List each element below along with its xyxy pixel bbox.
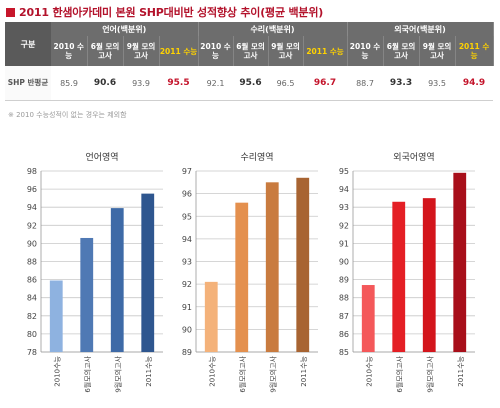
- y-tick-label: 94: [27, 203, 37, 212]
- y-tick-label: 91: [182, 303, 192, 312]
- table-cell: 90.6: [87, 66, 123, 101]
- chart-title: 외국어영역: [393, 151, 434, 163]
- bar: [49, 280, 63, 352]
- chart-language: 언어영역 78 80 82 84 86 88 90 92 94 96 98 2010수능 6월모의고사 9월…: [15, 150, 175, 408]
- x-tick-label: 2011수능: [300, 355, 308, 386]
- x-tick-label: 6월모의고사: [238, 355, 247, 392]
- subheader: 9월 모의 고사: [268, 36, 304, 66]
- y-tick-label: 93: [182, 258, 192, 267]
- y-tick-label: 82: [27, 312, 37, 321]
- x-tick-label: 2011수능: [457, 355, 465, 386]
- subheader: 9월 모의 고사: [123, 36, 160, 66]
- row-label: SHP 반평균: [5, 66, 51, 101]
- y-tick-label: 86: [27, 276, 37, 285]
- bar: [265, 182, 279, 352]
- table-corner-header: 구분: [5, 22, 51, 66]
- y-tick-label: 95: [339, 167, 349, 176]
- subheader-highlight: 2011 수능: [455, 36, 494, 66]
- y-tick-label: 90: [27, 239, 37, 248]
- y-tick-label: 84: [27, 294, 37, 303]
- y-tick-label: 89: [339, 276, 349, 285]
- y-tick-label: 97: [182, 167, 192, 176]
- table-cell: 93.3: [383, 66, 419, 101]
- y-tick-label: 96: [27, 185, 37, 194]
- page-title: 2011 한샘아카데미 본원 SHP대비반 성적향상 추이(평균 백분위): [19, 6, 324, 19]
- group-header-english: 외국어(백분위): [347, 22, 494, 36]
- title-bullet-icon: [6, 7, 15, 17]
- footnote: ※ 2010 수능성적이 없는 경우는 제외함: [8, 111, 127, 119]
- y-tick-label: 92: [182, 280, 192, 289]
- group-header-language: 언어(백분위): [51, 22, 199, 36]
- x-tick-label: 2010수능: [208, 355, 216, 386]
- x-tick-label: 9월모의고사: [268, 355, 277, 392]
- bar: [235, 202, 249, 352]
- y-tick-label: 90: [339, 258, 349, 267]
- bar: [392, 201, 406, 352]
- table-cell: 93.5: [419, 66, 455, 101]
- chart-svg: 외국어영역 85 86 87 88 89 90 91 92 93 94 95 2010수능 6월모의고사 9…: [339, 151, 475, 393]
- bar: [80, 237, 94, 352]
- x-tick-label: 9월모의고사: [425, 355, 434, 392]
- y-tick-label: 95: [182, 212, 192, 221]
- y-tick-label: 90: [182, 325, 192, 334]
- table-cell: 95.6: [233, 66, 268, 101]
- chart-svg: 수리영역 89 90 91 92 93 94 95 96 97 2010수능 6월모의고사 9월모의고사…: [182, 152, 318, 393]
- y-tick-label: 80: [27, 330, 37, 339]
- page-title-row: 2011 한샘아카데미 본원 SHP대비반 성적향상 추이(평균 백분위): [6, 4, 323, 20]
- bar: [141, 193, 155, 352]
- y-tick-label: 98: [27, 167, 37, 176]
- bar: [296, 177, 310, 352]
- y-tick-label: 94: [339, 185, 349, 194]
- x-tick-label: 2010수능: [53, 355, 61, 386]
- group-header-math: 수리(백분위): [198, 22, 348, 36]
- y-tick-label: 89: [182, 348, 192, 357]
- table-cell: 88.7: [347, 66, 383, 101]
- score-table: 구분 언어(백분위) 수리(백분위) 외국어(백분위) 2010 수능 6월 모…: [5, 22, 494, 101]
- bar: [422, 198, 436, 352]
- table-cell-highlight: 95.5: [159, 66, 198, 101]
- table-cell: 92.1: [198, 66, 233, 101]
- x-tick-label: 9월모의고사: [113, 355, 122, 392]
- y-tick-label: 86: [339, 330, 349, 339]
- subheader: 2010 수능: [51, 36, 88, 66]
- bar: [110, 208, 124, 352]
- table-row: SHP 반평균 85.9 90.6 93.9 95.5 92.1 95.6 96…: [5, 66, 494, 101]
- y-tick-label: 92: [27, 221, 37, 230]
- bar: [361, 285, 375, 352]
- y-tick-label: 85: [339, 348, 349, 357]
- x-tick-label: 2010수능: [365, 355, 373, 386]
- y-tick-label: 91: [339, 239, 349, 248]
- chart-english: 외국어영역 85 86 87 88 89 90 91 92 93 94 95 2010수능 6월모의고사 9…: [327, 150, 487, 408]
- subheader: 6월 모의 고사: [233, 36, 269, 66]
- subheader: 2010 수능: [347, 36, 384, 66]
- table-cell: 96.5: [268, 66, 303, 101]
- subheader: 9월 모의 고사: [419, 36, 456, 66]
- bar: [204, 281, 218, 352]
- y-tick-label: 96: [182, 190, 192, 199]
- chart-title: 언어영역: [85, 151, 118, 163]
- table-cell: 93.9: [123, 66, 159, 101]
- y-tick-label: 78: [27, 348, 37, 357]
- subheader: 6월 모의 고사: [383, 36, 420, 66]
- chart-svg: 언어영역 78 80 82 84 86 88 90 92 94 96 98 2010수능 6월모의고사 9월…: [27, 151, 163, 393]
- x-tick-label: 6월모의고사: [395, 355, 404, 392]
- subheader: 6월 모의 고사: [87, 36, 124, 66]
- x-tick-label: 2011수능: [145, 355, 153, 386]
- subheader: 2010 수능: [198, 36, 234, 66]
- table-cell: 85.9: [51, 66, 87, 101]
- table-cell-highlight: 96.7: [303, 66, 347, 101]
- subheader-highlight: 2011 수능: [159, 36, 199, 66]
- y-tick-label: 88: [339, 294, 349, 303]
- y-tick-label: 88: [27, 258, 37, 267]
- y-tick-label: 94: [182, 235, 192, 244]
- x-tick-label: 6월모의고사: [83, 355, 92, 392]
- y-tick-label: 93: [339, 203, 349, 212]
- y-tick-label: 87: [339, 312, 349, 321]
- bar: [453, 172, 467, 352]
- subheader-highlight: 2011 수능: [303, 36, 348, 66]
- table-cell-highlight: 94.9: [455, 66, 494, 101]
- chart-title: 수리영역: [240, 152, 273, 163]
- chart-math: 수리영역 89 90 91 92 93 94 95 96 97 2010수능 6월모의고사 9월모의고사…: [170, 150, 330, 408]
- y-tick-label: 92: [339, 221, 349, 230]
